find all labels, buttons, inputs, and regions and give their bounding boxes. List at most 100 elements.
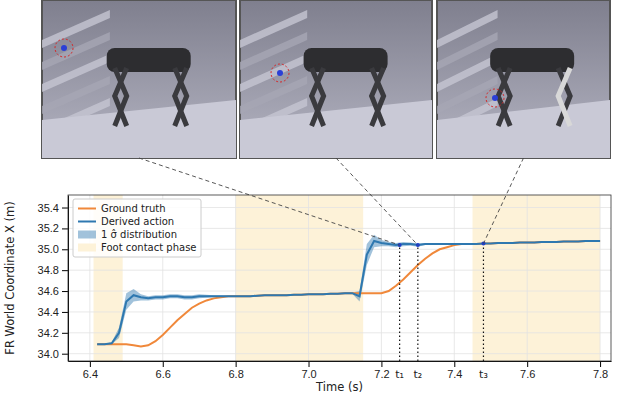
target-point	[277, 70, 283, 76]
y-tick: 34.8	[38, 264, 68, 276]
tick-mark	[163, 361, 164, 367]
x-tick: 7.2	[374, 361, 389, 380]
tick-label: 35.2	[38, 222, 59, 234]
legend-label: Derived action	[101, 216, 174, 227]
grid-line-y	[68, 270, 611, 271]
grid-line-x	[308, 195, 309, 361]
tick-label: 7.4	[447, 368, 462, 380]
target-marker	[486, 89, 504, 107]
y-axis-title: FR World Coordinate X (m)	[3, 201, 17, 354]
annotation-line	[483, 244, 484, 361]
annotation-line	[399, 245, 400, 361]
robot-leg	[558, 68, 570, 126]
x-axis: 6.4 6.6 6.8 7.0 7.2 7.4 7.6 7.8	[69, 361, 612, 380]
tick-mark	[236, 361, 237, 367]
target-point	[61, 45, 67, 51]
grid-line-y	[68, 291, 611, 292]
robot-leg	[372, 68, 384, 126]
x-tick: 7.8	[593, 361, 608, 380]
legend-swatch	[78, 221, 96, 223]
y-tick: 34.4	[38, 306, 68, 318]
robot-leg	[312, 68, 324, 126]
panel-background	[437, 0, 610, 158]
robot-leg	[372, 68, 384, 126]
grid-line-x	[235, 195, 236, 361]
tick-mark	[527, 361, 528, 367]
tick-mark	[309, 361, 310, 367]
x-axis-title: Time (s)	[315, 380, 363, 394]
figure: 6.4 6.6 6.8 7.0 7.2 7.4 7.6 7.8 34.0 34.2 34.4 34.6…	[0, 0, 621, 395]
y-tick: 34.2	[38, 327, 68, 339]
plot-frame	[68, 195, 611, 361]
tick-label: 34.0	[38, 348, 59, 360]
annotation-label: t₂	[413, 368, 422, 381]
robot-leg	[115, 68, 127, 126]
tick-label: 7.8	[593, 368, 608, 380]
y-axis: 34.0 34.2 34.4 34.6 34.8 35.0 35.2 35.4	[38, 196, 69, 362]
panel-connector	[336, 158, 418, 245]
x-tick: 7.6	[520, 361, 535, 380]
grid-line-x	[600, 195, 601, 361]
tick-label: 34.2	[38, 327, 59, 339]
tick-mark	[62, 312, 68, 313]
tick-mark	[381, 361, 382, 367]
tick-mark	[454, 361, 455, 367]
floor	[437, 100, 610, 158]
tick-mark	[62, 333, 68, 334]
y-tick: 35.0	[38, 243, 68, 255]
grid-line-y	[68, 353, 611, 354]
target-point	[492, 95, 498, 101]
robot-body	[304, 48, 388, 72]
screenshot-panel	[240, 0, 432, 158]
legend-box	[73, 199, 201, 257]
x-tick: 7.0	[301, 361, 316, 380]
contact-phase	[473, 195, 601, 361]
robot-body	[107, 48, 191, 72]
y-tick: 35.4	[38, 202, 68, 214]
grid-line-y	[68, 311, 611, 312]
tick-label: 6.6	[156, 368, 171, 380]
annotation-label: t₃	[479, 368, 488, 381]
x-tick: 6.6	[156, 361, 171, 380]
legend: Ground truth Derived action 1 σ̂ distribut…	[73, 199, 201, 257]
grid-line-x	[527, 195, 528, 361]
x-tick: 6.8	[228, 361, 243, 380]
legend-label: Ground truth	[101, 203, 166, 214]
panel-background	[240, 0, 432, 158]
x-tick: 6.4	[83, 361, 98, 380]
legend-swatch	[78, 231, 96, 239]
y-tick: 34.6	[38, 285, 68, 297]
robot-body	[490, 48, 574, 72]
legend-label: Foot contact phase	[101, 242, 197, 253]
x-tick: 7.4	[447, 361, 462, 380]
robot-leg	[498, 68, 510, 126]
tick-mark	[62, 249, 68, 250]
annotation-label: t₁	[395, 368, 404, 381]
grid-line-x	[381, 195, 382, 361]
tick-label: 34.4	[38, 306, 59, 318]
plot-area	[68, 195, 611, 361]
plot-background	[68, 195, 611, 361]
grid-line-x	[454, 195, 455, 361]
robot-leg	[115, 68, 127, 126]
legend-label: 1 σ̂ distribution	[101, 229, 177, 240]
tick-mark	[62, 270, 68, 271]
tick-label: 7.0	[301, 368, 316, 380]
tick-mark	[600, 361, 601, 367]
tick-label: 34.6	[38, 285, 59, 297]
tick-label: 7.6	[520, 368, 535, 380]
panel-background	[42, 0, 236, 158]
robot-leg	[558, 68, 570, 126]
tick-label: 34.8	[38, 264, 59, 276]
target-marker	[55, 39, 73, 57]
target-marker	[271, 64, 289, 82]
tick-label: 35.4	[38, 202, 59, 214]
tick-mark	[62, 228, 68, 229]
floor	[240, 100, 432, 158]
robot-leg	[312, 68, 324, 126]
legend-swatch	[78, 244, 96, 252]
grid-line-y	[68, 332, 611, 333]
y-tick: 34.0	[38, 348, 68, 360]
tick-label: 35.0	[38, 243, 59, 255]
tick-mark	[90, 361, 91, 367]
